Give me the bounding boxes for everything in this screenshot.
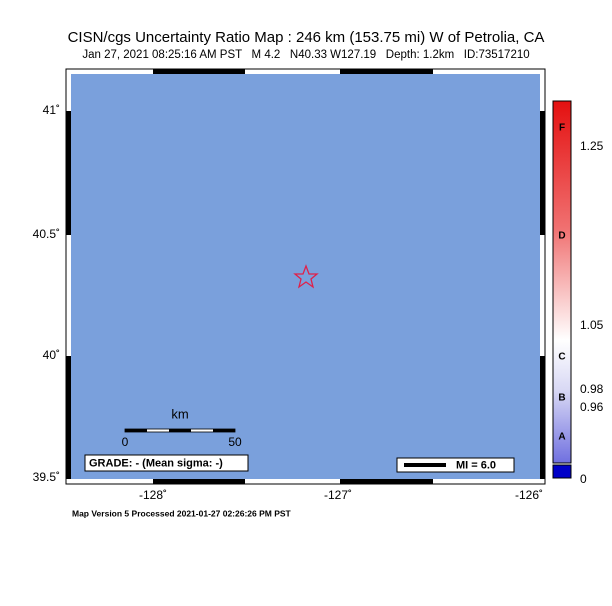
ocean (71, 74, 540, 479)
lon-label: -128˚ (139, 488, 167, 502)
grade-letter: B (558, 393, 565, 404)
legend-box (396, 457, 515, 473)
grade-letter: F (559, 123, 565, 134)
colorbar-label: 1.05 (580, 318, 604, 332)
scale-bar (124, 428, 236, 433)
colorbar-label: 0.96 (580, 400, 604, 414)
lon-label: -127˚ (324, 488, 352, 502)
lat-label: 41˚ (43, 103, 60, 117)
title: CISN/cgs Uncertainty Ratio Map : 246 km … (68, 29, 545, 46)
lat-label: 39.5˚ (33, 470, 60, 484)
frame-ticks (66, 69, 545, 484)
lat-label: 40˚ (43, 348, 60, 362)
grade-letter: A (558, 432, 565, 443)
scale-label: 50 (228, 435, 242, 449)
colorbar (552, 100, 572, 464)
colorbar-label: 1.25 (580, 139, 604, 153)
epicenter-star (293, 264, 319, 289)
lat-label: 40.5˚ (33, 227, 60, 241)
grade-text: GRADE: - (Mean sigma: -) (89, 457, 223, 469)
subtitle: Jan 27, 2021 08:25:16 AM PST M 4.2 N40.3… (82, 49, 529, 61)
colorbar-label: 0.98 (580, 382, 604, 396)
grade-letter: D (558, 231, 565, 242)
legend-text: MI = 6.0 (456, 459, 496, 471)
scale-label: 0 (122, 435, 129, 449)
grade-box (84, 454, 249, 472)
colorbar-zero (552, 464, 572, 479)
footer: Map Version 5 Processed 2021-01-27 02:26… (72, 508, 292, 518)
scale-unit: km (171, 406, 188, 421)
colorbar-label: 0 (580, 472, 587, 486)
grade-letter: C (558, 352, 565, 363)
lon-label: -126˚ (515, 488, 543, 502)
